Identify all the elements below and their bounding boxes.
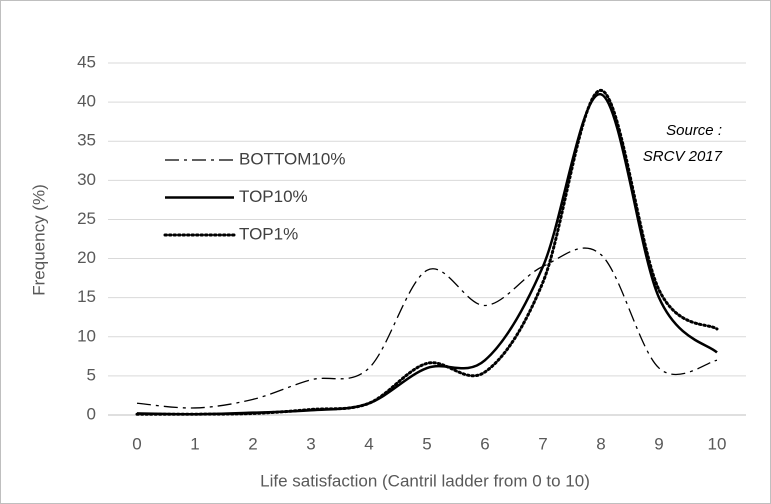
x-tick-label: 0 bbox=[132, 434, 141, 453]
y-tick-label: 35 bbox=[77, 131, 96, 150]
series-line bbox=[136, 247, 718, 409]
x-tick-label: 3 bbox=[306, 434, 315, 453]
y-tick-label: 20 bbox=[77, 248, 96, 267]
series-line bbox=[135, 88, 719, 416]
x-tick-label: 4 bbox=[364, 434, 373, 453]
y-tick-label: 30 bbox=[77, 170, 96, 189]
y-axis-title: Frequency (%) bbox=[29, 184, 48, 295]
legend-label: TOP1% bbox=[239, 224, 298, 243]
annotation: Source : bbox=[666, 122, 722, 139]
legend-label: BOTTOM10% bbox=[239, 149, 345, 168]
x-tick-label: 1 bbox=[190, 434, 199, 453]
x-tick-label: 8 bbox=[596, 434, 605, 453]
y-tick-label: 40 bbox=[77, 92, 96, 111]
x-tick-label: 6 bbox=[480, 434, 489, 453]
y-tick-label: 45 bbox=[77, 52, 96, 71]
x-tick-label: 7 bbox=[538, 434, 547, 453]
x-tick-label: 2 bbox=[248, 434, 257, 453]
y-tick-label: 25 bbox=[77, 209, 96, 228]
x-tick-label: 9 bbox=[654, 434, 663, 453]
x-tick-label: 10 bbox=[708, 434, 727, 453]
y-tick-label: 0 bbox=[87, 404, 96, 423]
annotation: SRCV 2017 bbox=[643, 148, 723, 165]
y-tick-label: 10 bbox=[77, 326, 96, 345]
x-axis-title: Life satisfaction (Cantril ladder from 0… bbox=[260, 471, 590, 490]
legend-label: TOP10% bbox=[239, 187, 308, 206]
y-tick-label: 5 bbox=[87, 365, 96, 384]
y-tick-label: 15 bbox=[77, 287, 96, 306]
x-tick-label: 5 bbox=[422, 434, 431, 453]
